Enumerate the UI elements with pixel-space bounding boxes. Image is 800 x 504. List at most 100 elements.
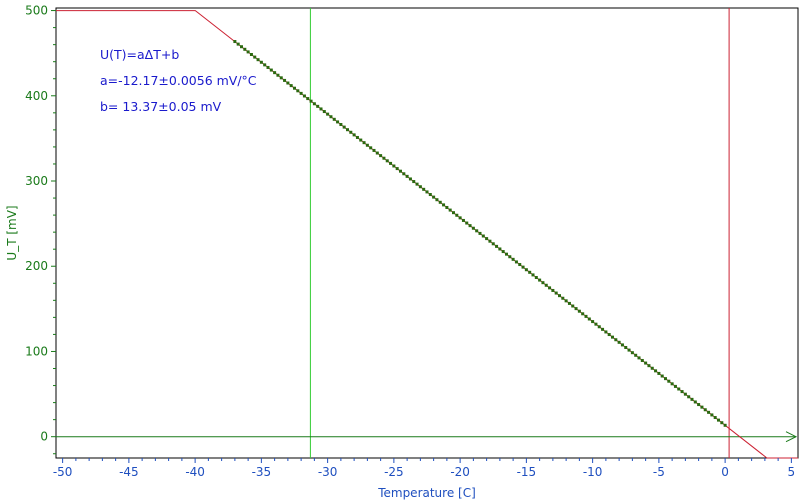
y-tick-label: 0 — [40, 430, 48, 444]
data-point — [514, 260, 518, 264]
data-point — [279, 76, 283, 80]
data-point — [558, 294, 561, 298]
x-axis: -50 -45 -40 -35 -30 -25 -20 -15 -10 -5 0 5 — [53, 458, 795, 479]
data-point — [505, 252, 508, 256]
data-point — [438, 200, 442, 204]
data-point — [554, 291, 558, 295]
data-point — [521, 265, 525, 269]
data-point — [302, 94, 306, 98]
x-tick-label: -10 — [583, 465, 603, 479]
data-point — [627, 348, 631, 352]
data-point — [710, 413, 714, 417]
data-point — [693, 400, 697, 404]
data-point — [332, 117, 336, 121]
data-point — [316, 104, 320, 108]
data-point — [511, 257, 515, 261]
data-point — [495, 244, 499, 248]
data-point — [273, 71, 277, 75]
data-point — [379, 154, 383, 158]
y-tick-label: 300 — [25, 174, 48, 188]
data-point — [531, 273, 535, 277]
data-point — [312, 102, 316, 106]
data-point — [670, 382, 674, 386]
data-point — [458, 216, 462, 220]
data-point — [587, 317, 591, 321]
data-point — [246, 50, 250, 54]
data-point — [329, 115, 333, 119]
x-tick-label: 0 — [721, 465, 729, 479]
data-point — [620, 343, 624, 347]
data-point — [442, 203, 446, 207]
data-point — [673, 384, 677, 388]
data-point — [667, 379, 671, 383]
data-point — [385, 159, 389, 163]
data-point — [700, 405, 704, 409]
data-point — [392, 164, 396, 168]
data-points — [233, 40, 727, 427]
data-point — [306, 97, 310, 101]
data-point — [269, 68, 273, 72]
data-point — [650, 366, 654, 370]
data-point — [597, 325, 601, 329]
data-point — [389, 161, 393, 165]
data-point — [309, 99, 313, 103]
data-point — [697, 403, 701, 407]
y-tick-label: 200 — [25, 259, 48, 273]
x-tick-label: 5 — [788, 465, 796, 479]
equation-label: U(T)=aΔT+b — [100, 47, 179, 62]
data-point — [601, 327, 605, 331]
zero-line-arrow — [785, 431, 798, 443]
data-point — [703, 408, 707, 412]
data-point — [336, 120, 340, 124]
data-point — [717, 418, 720, 422]
data-point — [326, 112, 330, 116]
data-point — [687, 395, 691, 399]
data-point — [551, 288, 555, 292]
y-tick-label: 500 — [25, 4, 48, 18]
data-point — [418, 185, 422, 189]
data-point — [382, 156, 386, 160]
data-point — [432, 195, 436, 199]
data-point — [640, 358, 644, 362]
data-point — [581, 312, 585, 316]
data-point — [346, 128, 349, 132]
data-point — [478, 231, 482, 235]
data-point — [571, 304, 575, 308]
cursor-lines — [309, 8, 730, 458]
data-point — [263, 63, 267, 67]
data-point — [266, 65, 270, 69]
data-point — [485, 237, 489, 241]
data-point — [402, 172, 406, 176]
data-point — [561, 296, 565, 300]
data-point — [680, 390, 684, 394]
data-point — [518, 263, 522, 267]
data-point — [577, 309, 581, 313]
data-point — [471, 226, 475, 230]
data-point — [488, 239, 492, 243]
data-point — [607, 333, 611, 337]
data-point — [256, 58, 260, 62]
data-point — [584, 314, 588, 318]
data-point — [541, 281, 545, 285]
data-point — [296, 89, 300, 93]
data-point — [293, 86, 296, 90]
data-point — [322, 110, 326, 114]
data-point — [538, 278, 542, 282]
y-axis: 0 100 200 300 400 500 — [25, 4, 56, 455]
data-point — [465, 221, 469, 225]
data-point — [723, 423, 727, 427]
data-point — [455, 213, 459, 217]
data-point — [415, 182, 419, 186]
data-point — [713, 416, 717, 420]
x-tick-label: -5 — [653, 465, 665, 479]
data-point — [634, 353, 638, 357]
data-point — [548, 286, 552, 290]
data-point — [481, 234, 485, 238]
zero-line — [56, 431, 798, 443]
data-point — [528, 270, 532, 274]
data-point — [567, 301, 571, 305]
data-point — [319, 107, 323, 111]
data-point — [352, 133, 356, 137]
data-point — [468, 224, 472, 228]
data-point — [240, 45, 243, 49]
